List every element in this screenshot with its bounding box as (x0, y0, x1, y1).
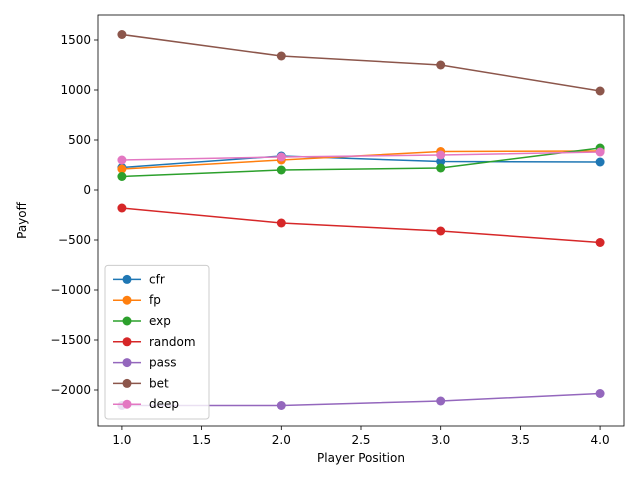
legend-swatch-marker (122, 337, 132, 347)
series-line-cfr (121, 155, 601, 169)
legend-label: deep (149, 397, 179, 411)
legend-swatch-marker (122, 274, 132, 284)
data-point-random (595, 238, 605, 247)
y-tick-label: 1000 (60, 83, 91, 97)
x-axis-label: Player Position (317, 451, 405, 465)
data-point-pass (595, 389, 605, 398)
x-tick-label: 4.0 (591, 433, 610, 447)
y-tick-label: 500 (68, 133, 91, 147)
data-point-random (436, 226, 446, 236)
legend-label: bet (149, 376, 169, 390)
data-point-deep (276, 152, 286, 162)
x-tick-label: 3.0 (431, 433, 450, 447)
data-point-bet (436, 60, 446, 70)
series-line-exp (121, 147, 601, 178)
plot-lines (117, 30, 605, 410)
x-axis: 1.0 1.5 2.0 2.5 3.0 3.5 4.0 (112, 426, 610, 447)
data-point-exp (436, 163, 446, 173)
legend-swatch-marker (122, 399, 132, 409)
y-tick-label: −1000 (50, 283, 91, 297)
data-point-bet (117, 30, 127, 39)
x-tick-label: 1.5 (192, 433, 211, 447)
data-point-cfr (595, 157, 605, 167)
legend-label: exp (149, 314, 171, 328)
data-point-bet (595, 86, 605, 96)
series-line-deep (121, 151, 601, 161)
legend-label: fp (149, 293, 161, 307)
y-tick-label: −500 (58, 233, 91, 247)
legend-label: cfr (149, 272, 165, 286)
data-point-deep (117, 155, 127, 165)
x-tick-label: 3.5 (511, 433, 530, 447)
legend-swatch-marker (122, 295, 132, 305)
series-line-bet (121, 33, 601, 92)
x-tick-label: 2.0 (272, 433, 291, 447)
data-point-exp (117, 172, 127, 181)
y-tick-label: −1500 (50, 333, 91, 347)
y-axis: 1500 1000 500 0 −500 −1000 −1500 −2000 (50, 33, 98, 397)
y-tick-label: −2000 (50, 383, 91, 397)
data-point-random (117, 203, 127, 213)
data-point-bet (276, 51, 286, 61)
legend-label: random (149, 335, 196, 349)
y-axis-label: Payoff (15, 201, 29, 238)
data-point-random (276, 218, 286, 228)
legend: cfr fp exp random pass bet deep (104, 264, 210, 420)
data-point-cfr (436, 157, 446, 166)
data-point-pass (276, 401, 286, 410)
y-tick-label: 1500 (60, 33, 91, 47)
legend-swatch-marker (122, 378, 132, 388)
x-tick-label: 2.5 (351, 433, 370, 447)
y-tick-label: 0 (83, 183, 91, 197)
data-point-fp (117, 164, 127, 174)
legend-label: pass (149, 356, 176, 370)
data-point-deep (436, 150, 446, 160)
legend-swatch-marker (122, 358, 132, 368)
data-point-deep (595, 147, 605, 157)
x-tick-label: 1.0 (112, 433, 131, 447)
series-line-random (121, 207, 601, 244)
data-point-pass (436, 396, 446, 406)
data-point-exp (276, 165, 286, 175)
legend-swatch-marker (122, 316, 132, 326)
legend-box (104, 264, 210, 420)
